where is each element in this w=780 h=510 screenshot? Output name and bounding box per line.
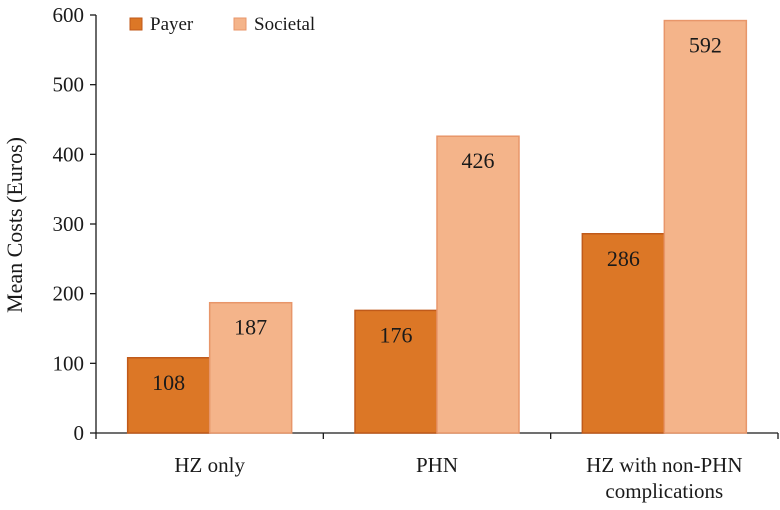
legend: Payer Societal (129, 14, 315, 35)
bars (126, 19, 748, 434)
y-tick-label: 500 (53, 73, 85, 97)
legend-label-payer: Payer (150, 14, 194, 35)
legend-swatch-societal (233, 17, 247, 31)
data-label: 176 (380, 322, 413, 347)
y-tick-label: 300 (53, 212, 85, 236)
data-label: 592 (689, 33, 722, 58)
data-labels: 108 187 176 426 286 592 (152, 33, 722, 395)
data-label: 286 (607, 246, 640, 271)
bar-societal (208, 301, 293, 434)
data-label: 187 (234, 315, 267, 340)
bar-societal (436, 135, 520, 434)
y-tick-label: 0 (74, 421, 85, 445)
y-tick-label: 200 (53, 282, 85, 306)
y-tick-label: 600 (53, 3, 85, 27)
x-category-label: PHN (416, 453, 458, 477)
bar-payer (354, 309, 438, 434)
x-category-label: HZ only (174, 453, 245, 477)
legend-swatch-payer (129, 17, 143, 31)
bar-societal (663, 19, 748, 434)
y-tick-label: 100 (53, 351, 85, 375)
y-tick-label: 400 (53, 142, 85, 166)
legend-label-societal: Societal (254, 14, 315, 35)
y-axis-title: Mean Costs (Euros) (2, 137, 27, 313)
bar-payer (581, 233, 666, 434)
axes: 0 100 200 300 400 500 600 HZ only PHN HZ with non… (53, 3, 779, 503)
data-label: 108 (152, 370, 185, 395)
data-label: 426 (462, 148, 495, 173)
x-category-label: HZ with non-PHN complications (586, 453, 742, 503)
